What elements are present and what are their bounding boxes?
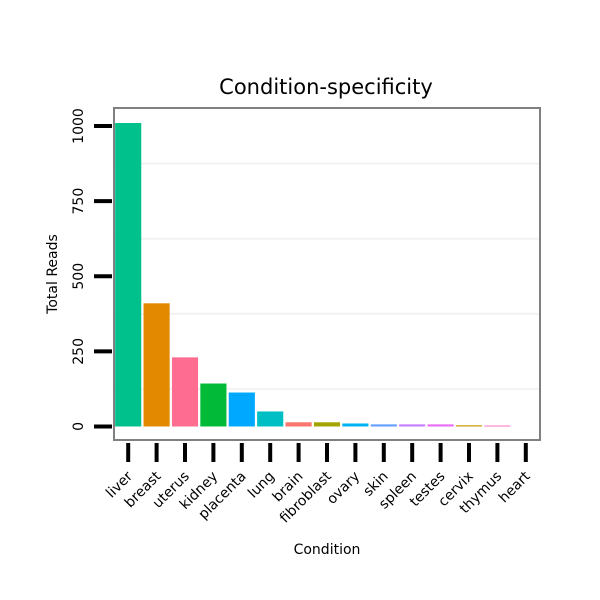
- bar-skin: [370, 424, 397, 427]
- x-tick-label: ovary: [324, 469, 363, 508]
- bar-ovary: [342, 423, 369, 427]
- y-tick-label: 750: [71, 188, 87, 215]
- bar-placenta: [228, 392, 255, 427]
- bar-spleen: [399, 424, 426, 427]
- grid-lines: [114, 162, 540, 390]
- x-axis-label: Condition: [294, 542, 361, 558]
- y-tick-label: 1000: [71, 108, 87, 144]
- y-axis-label: Total Reads: [45, 234, 61, 315]
- y-axis: 0 250 500 750 1000: [71, 108, 112, 431]
- bar-cervix: [455, 425, 483, 427]
- bar-uterus: [171, 357, 199, 427]
- bar-testes: [427, 424, 454, 427]
- x-tick-label: heart: [496, 468, 534, 506]
- y-tick-label: 0: [71, 422, 87, 431]
- bar-kidney: [200, 383, 227, 427]
- bar-brain: [285, 422, 312, 427]
- bar-fibroblast: [313, 422, 341, 427]
- bars: [115, 123, 511, 427]
- bar-lung: [257, 411, 284, 427]
- y-tick-label: 500: [71, 263, 87, 290]
- bar-thymus: [484, 425, 511, 427]
- plot-frame: [113, 107, 541, 441]
- chart-title: Condition-specificity: [219, 75, 433, 99]
- x-axis: liverbreastuteruskidneyplacentalungbrain…: [103, 443, 534, 526]
- bar-breast: [143, 303, 170, 427]
- bar-liver: [115, 123, 142, 427]
- y-tick-label: 250: [71, 338, 87, 365]
